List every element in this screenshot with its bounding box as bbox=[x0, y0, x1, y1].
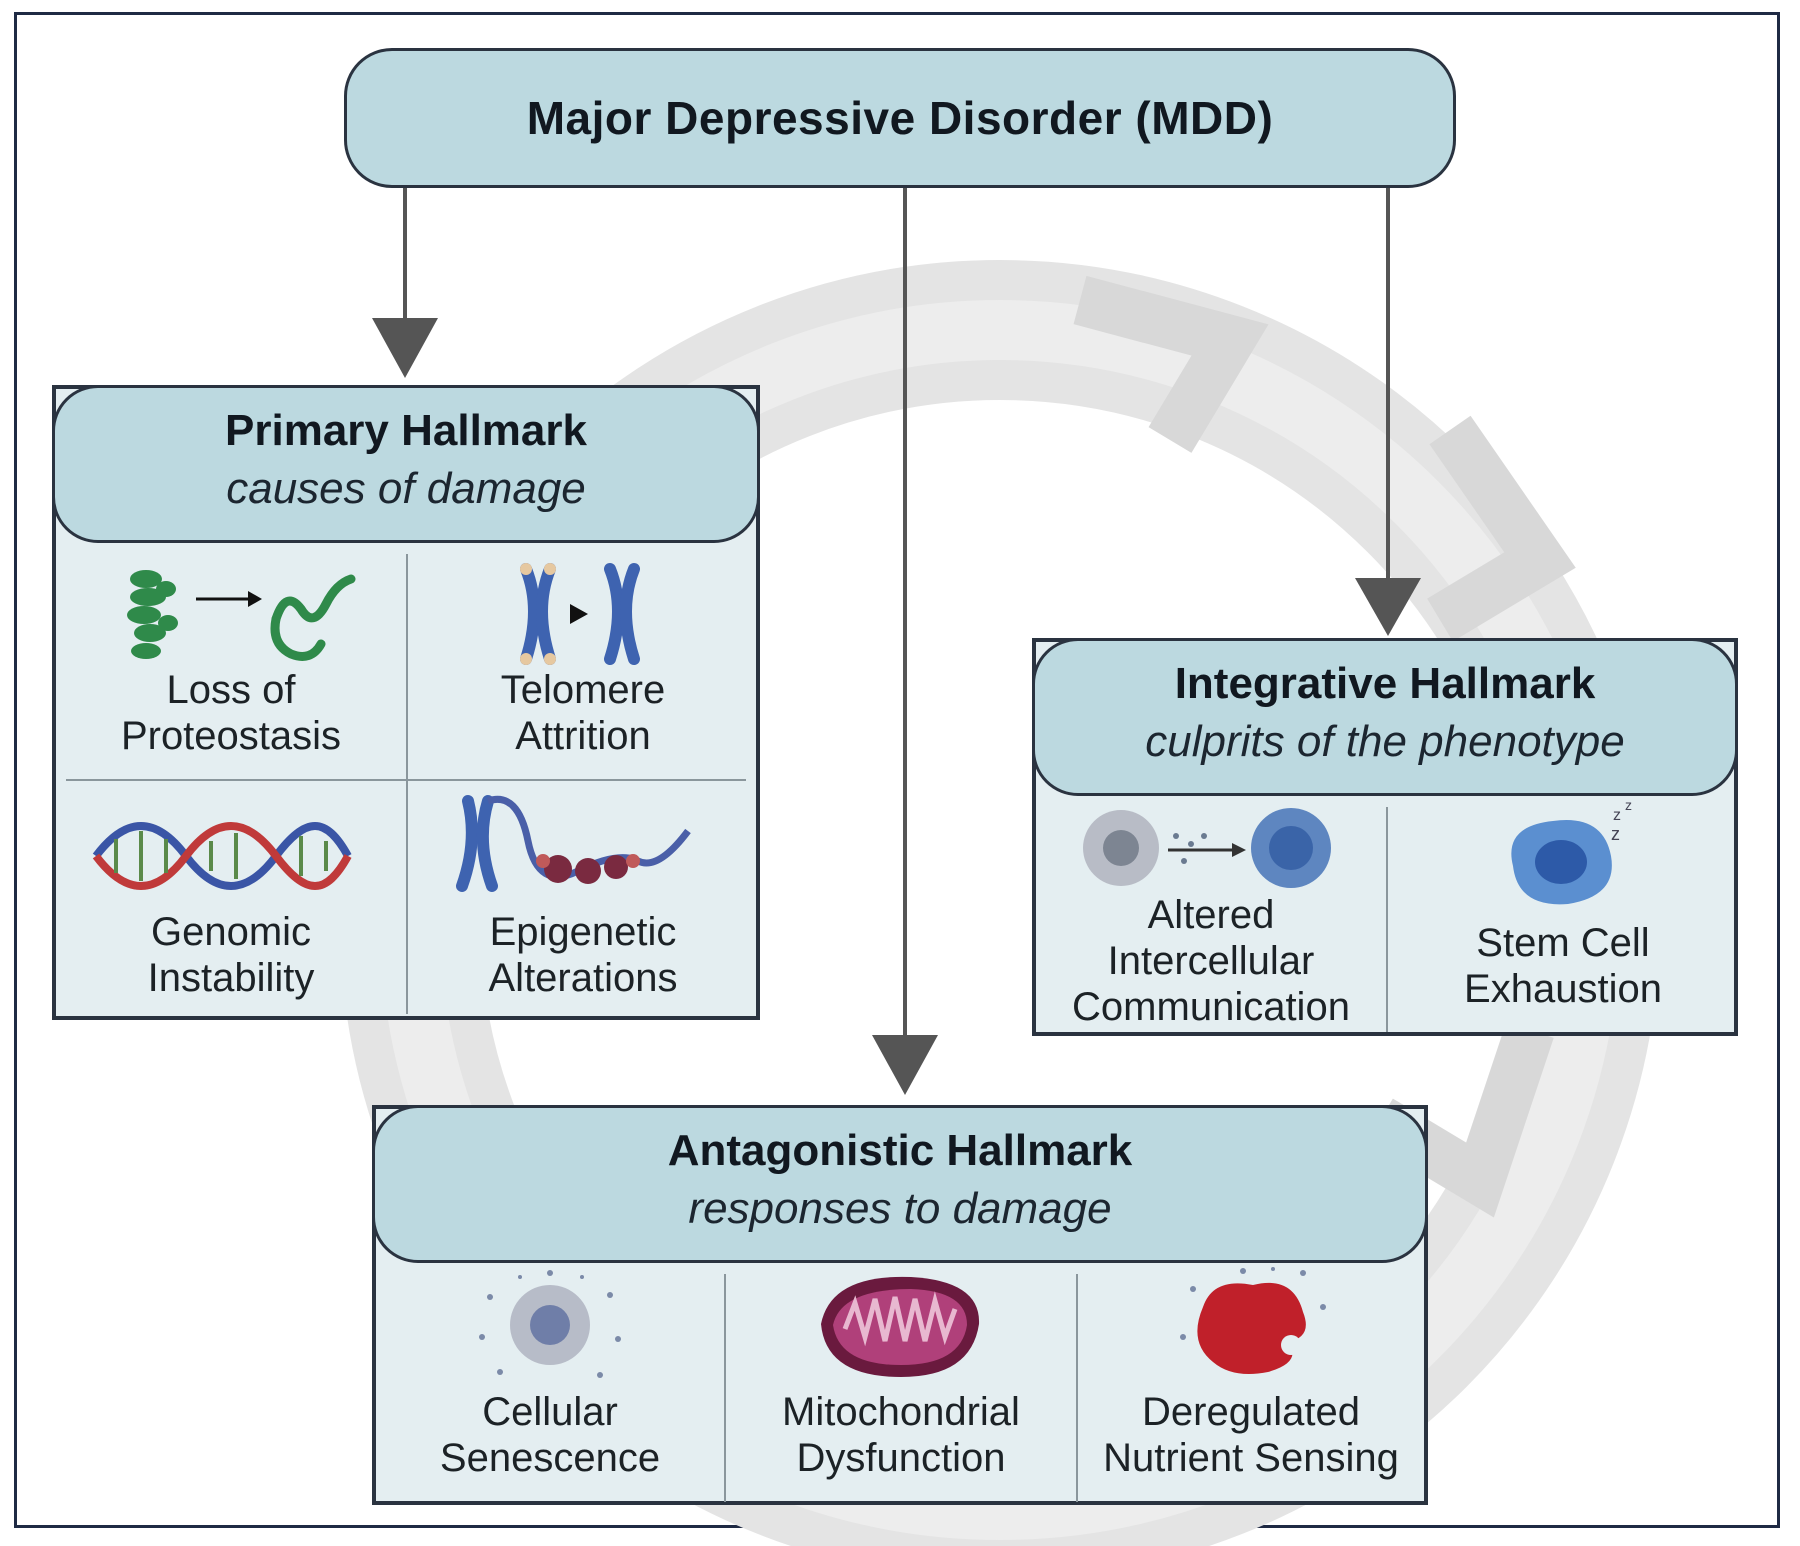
cell-cellular-senescence: Cellular Senescence bbox=[376, 1267, 724, 1505]
dna-helix-icon bbox=[86, 811, 356, 901]
integrative-hallmark-title: Integrative Hallmark bbox=[1035, 659, 1735, 709]
primary-hallmark-header: Primary Hallmark causes of damage bbox=[52, 385, 760, 543]
cell-stem-cell-exhaustion: z z z Stem Cell Exhaustion bbox=[1388, 800, 1738, 1036]
primary-hallmark-subtitle: causes of damage bbox=[55, 464, 757, 514]
cell-telomere-attrition: Telomere Attrition bbox=[408, 549, 758, 779]
mdd-box: Major Depressive Disorder (MDD) bbox=[344, 48, 1456, 188]
label-line: Mitochondrial bbox=[726, 1389, 1076, 1435]
mitochondrion-icon bbox=[811, 1269, 991, 1385]
label-line: Dysfunction bbox=[726, 1435, 1076, 1481]
svg-text:z: z bbox=[1611, 824, 1620, 844]
label-line: Altered bbox=[1036, 892, 1386, 938]
svg-text:z: z bbox=[1613, 807, 1621, 824]
cell-mitochondrial-dysfunction: Mitochondrial Dysfunction bbox=[726, 1267, 1076, 1505]
cell-loss-of-proteostasis: Loss of Proteostasis bbox=[56, 549, 406, 779]
primary-hallmark-panel: Primary Hallmark causes of damage Loss o… bbox=[52, 385, 760, 1020]
label-line: Intercellular bbox=[1036, 938, 1386, 984]
protein-misfolding-icon bbox=[116, 559, 356, 669]
cell-deregulated-nutrient-sensing: Deregulated Nutrient Sensing bbox=[1078, 1267, 1424, 1505]
integrative-hallmark-panel: Integrative Hallmark culprits of the phe… bbox=[1032, 638, 1738, 1036]
label-line: Exhaustion bbox=[1388, 966, 1738, 1012]
integrative-hallmark-subtitle: culprits of the phenotype bbox=[1035, 717, 1735, 767]
integrative-hallmark-header: Integrative Hallmark culprits of the phe… bbox=[1032, 638, 1738, 796]
label-line: Telomere bbox=[408, 667, 758, 713]
label-line: Stem Cell bbox=[1388, 920, 1738, 966]
antagonistic-hallmark-panel: Antagonistic Hallmark responses to damag… bbox=[372, 1105, 1428, 1505]
label-line: Epigenetic bbox=[408, 909, 758, 955]
label-line: Loss of bbox=[56, 667, 406, 713]
cell-epigenetic-alterations: Epigenetic Alterations bbox=[408, 781, 758, 1016]
chromatin-icon bbox=[448, 791, 708, 901]
antagonistic-hallmark-header: Antagonistic Hallmark responses to damag… bbox=[372, 1105, 1428, 1263]
label-line: Nutrient Sensing bbox=[1078, 1435, 1424, 1481]
nutrient-blob-icon bbox=[1173, 1267, 1333, 1387]
senescent-cell-icon bbox=[470, 1267, 630, 1387]
label-line: Genomic bbox=[56, 909, 406, 955]
antagonistic-hallmark-subtitle: responses to damage bbox=[375, 1184, 1425, 1234]
cell-signaling-icon bbox=[1076, 806, 1346, 896]
cell-genomic-instability: Genomic Instability bbox=[56, 781, 406, 1016]
label-line: Instability bbox=[56, 955, 406, 1001]
label-line: Proteostasis bbox=[56, 713, 406, 759]
label-line: Deregulated bbox=[1078, 1389, 1424, 1435]
cell-altered-intercellular-communication: Altered Intercellular Communication bbox=[1036, 800, 1386, 1036]
label-line: Attrition bbox=[408, 713, 758, 759]
label-line: Cellular bbox=[376, 1389, 724, 1435]
label-line: Senescence bbox=[376, 1435, 724, 1481]
label-line: Alterations bbox=[408, 955, 758, 1001]
antagonistic-hallmark-title: Antagonistic Hallmark bbox=[375, 1126, 1425, 1176]
svg-text:z: z bbox=[1625, 797, 1632, 813]
stem-cell-icon: z z z bbox=[1493, 796, 1653, 916]
label-line: Communication bbox=[1036, 984, 1386, 1030]
chromosome-telomere-icon bbox=[508, 559, 658, 669]
primary-hallmark-title: Primary Hallmark bbox=[55, 406, 757, 456]
mdd-title: Major Depressive Disorder (MDD) bbox=[527, 91, 1274, 145]
